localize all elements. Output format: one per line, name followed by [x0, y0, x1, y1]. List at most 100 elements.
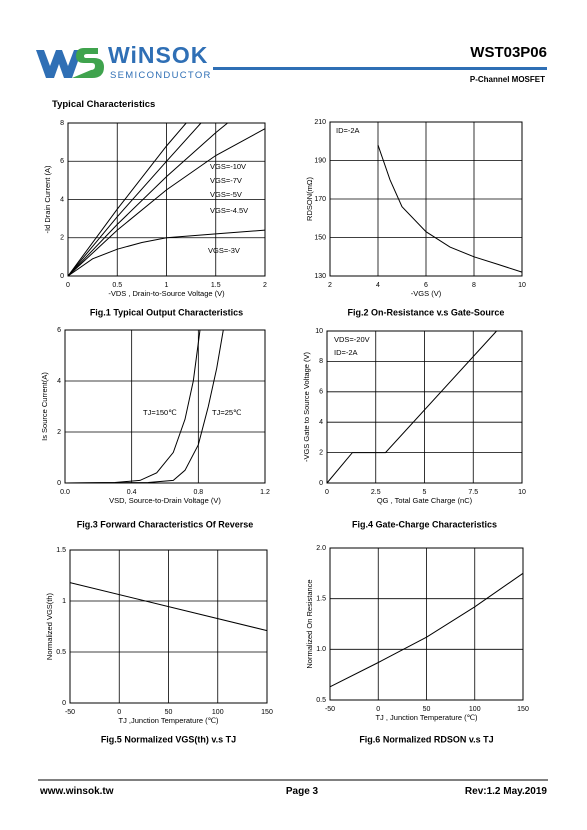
x-axis-label: -VDS , Drain-to-Source Voltage (V)	[108, 289, 225, 298]
x-tick-label: 150	[517, 706, 529, 713]
data-line	[67, 229, 266, 277]
y-tick-label: 8	[319, 358, 323, 365]
chart: -50 0 50 100 150 0 0.5 1 1.5 TJ ,Junction Tempera…	[45, 547, 273, 745]
series-label: VGS=-4.5V	[210, 206, 248, 215]
charts: 0 0.5 1 1.5 2 0 2 4 6 8 VGS=-10V VGS=-7V VGS=-5V VGS=…	[40, 119, 529, 745]
section-title: Typical Characteristics	[52, 99, 155, 110]
y-tick-label: 130	[314, 273, 326, 280]
x-tick-label: 100	[469, 706, 481, 713]
data-line	[377, 144, 523, 273]
x-tick-label: 6	[424, 282, 428, 289]
plot-frame	[69, 549, 268, 704]
annotation: ID=-2A	[334, 348, 358, 357]
x-tick-label: 10	[518, 489, 526, 496]
x-tick-label: 0	[325, 489, 329, 496]
x-axis-label: TJ ,Junction Temperature (℃)	[119, 716, 219, 725]
plot-frame	[329, 547, 524, 701]
y-tick-label: 6	[57, 327, 61, 334]
data-line	[67, 122, 228, 277]
x-tick-label: 1	[165, 282, 169, 289]
y-tick-label: 2	[60, 235, 64, 242]
part-number: WST03P06	[470, 44, 547, 61]
plot-frame	[64, 329, 266, 484]
x-tick-label: 2.5	[371, 489, 381, 496]
y-tick-label: 4	[60, 196, 64, 203]
logo: WiNSOK SEMICONDUCTOR	[36, 42, 210, 81]
y-tick-label: 150	[314, 234, 326, 241]
y-tick-label: 4	[57, 378, 61, 385]
x-axis-label: VSD, Source-to-Drain Voltage (V)	[109, 496, 221, 505]
data-line	[64, 329, 201, 484]
y-axis-label: RDSON(mΩ)	[305, 177, 314, 221]
x-tick-label: 0.4	[127, 489, 137, 496]
chart-caption: Fig.5 Normalized VGS(th) v.s TJ	[101, 734, 236, 744]
y-tick-label: 4	[319, 419, 323, 426]
series-label: TJ=150℃	[143, 408, 177, 417]
y-tick-label: 1.5	[56, 547, 66, 554]
x-axis-label: TJ , Junction Temperature (℃)	[375, 713, 478, 722]
x-tick-label: 8	[472, 282, 476, 289]
logo-s	[72, 48, 104, 78]
y-axis-label: -Id Drain Current (A)	[43, 165, 52, 233]
y-tick-label: 0	[62, 700, 66, 707]
subtitle: P-Channel MOSFET	[470, 75, 545, 84]
x-tick-label: 0	[376, 706, 380, 713]
x-tick-label: 0.0	[60, 489, 70, 496]
x-tick-label: 50	[165, 709, 173, 716]
y-axis-label: Is Source Current(A)	[40, 372, 49, 441]
x-tick-label: -50	[65, 709, 75, 716]
footer-website: www.winsok.tw	[39, 786, 114, 797]
y-tick-label: 190	[314, 157, 326, 164]
data-line	[329, 572, 524, 688]
annotation: VDS=-20V	[334, 335, 370, 344]
x-tick-label: 0.8	[193, 489, 203, 496]
series-label: VGS=-3V	[208, 246, 240, 255]
footer-page: Page 3	[286, 786, 319, 797]
y-tick-label: 210	[314, 119, 326, 126]
y-tick-label: 6	[319, 389, 323, 396]
chart-caption: Fig.3 Forward Characteristics Of Reverse	[77, 519, 254, 529]
chart-caption: Fig.4 Gate-Charge Characteristics	[352, 519, 497, 529]
data-line	[67, 128, 266, 277]
chart: 0 2.5 5 7.5 10 0 2 4 6 8 10 VDS=-20V ID=-2A QG , Tota…	[302, 328, 526, 530]
chart: -50 0 50 100 150 0.5 1.0 1.5 2.0 TJ , Junction Te…	[305, 545, 529, 745]
plot-frame	[329, 121, 523, 277]
logo-w	[36, 50, 82, 78]
data-line	[67, 122, 187, 277]
y-axis-label: Normalized VGS(th)	[45, 592, 54, 660]
x-tick-label: 0	[66, 282, 70, 289]
x-tick-label: 0	[117, 709, 121, 716]
y-axis-label: Normalized On Resistance	[305, 579, 314, 668]
chart: 0.0 0.4 0.8 1.2 0 2 4 6 TJ=150℃ TJ=25℃ VSD, Source…	[40, 327, 270, 530]
x-tick-label: 2	[263, 282, 267, 289]
x-tick-label: -50	[325, 706, 335, 713]
y-tick-label: 1.5	[316, 596, 326, 603]
y-tick-label: 10	[315, 328, 323, 335]
y-tick-label: 1	[62, 598, 66, 605]
x-tick-label: 0.5	[112, 282, 122, 289]
logo-name: WiNSOK	[108, 42, 208, 68]
x-tick-label: 50	[423, 706, 431, 713]
y-tick-label: 0	[57, 480, 61, 487]
x-tick-label: 1.2	[260, 489, 270, 496]
y-tick-label: 0.5	[56, 649, 66, 656]
data-line	[67, 122, 202, 277]
x-tick-label: 2	[328, 282, 332, 289]
y-tick-label: 0.5	[316, 697, 326, 704]
x-tick-label: 7.5	[468, 489, 478, 496]
y-tick-label: 6	[60, 158, 64, 165]
plot-frame	[67, 122, 266, 277]
chart: 0 0.5 1 1.5 2 0 2 4 6 8 VGS=-10V VGS=-7V VGS=-5V VGS=…	[43, 120, 267, 318]
x-tick-label: 100	[212, 709, 224, 716]
y-axis-label: -VGS Gate to Source Voltage (V)	[302, 351, 311, 462]
header-bar	[213, 67, 547, 70]
chart-caption: Fig.2 On-Resistance v.s Gate-Source	[348, 307, 505, 317]
plot-frame	[326, 330, 523, 484]
series-label: VGS=-5V	[210, 190, 242, 199]
x-tick-label: 150	[261, 709, 273, 716]
data-line	[64, 329, 224, 484]
x-axis-label: QG , Total Gate Charge (nC)	[377, 496, 473, 505]
series-label: VGS=-7V	[210, 176, 242, 185]
